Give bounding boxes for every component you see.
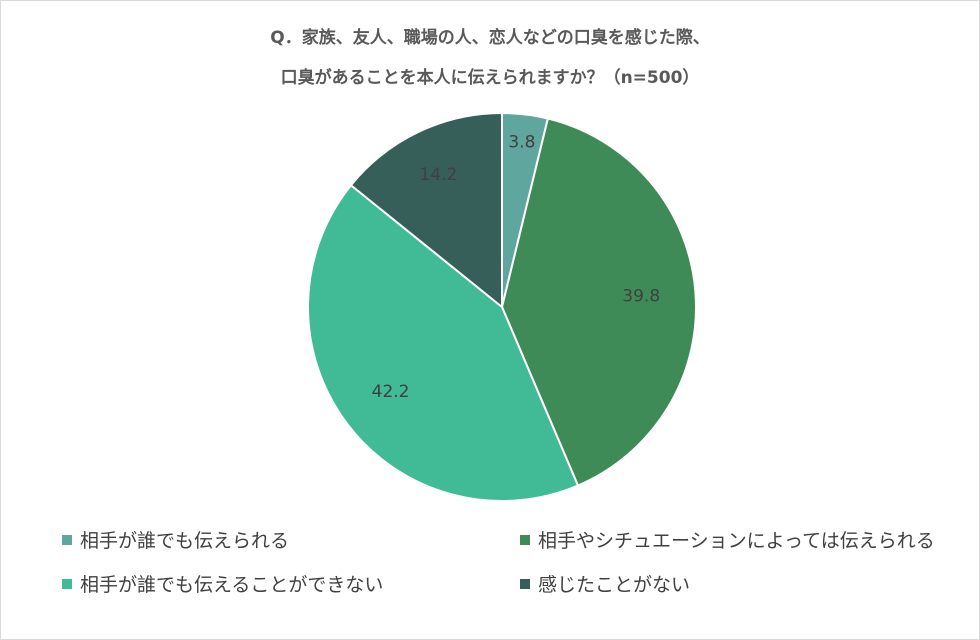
pie-slice-4 [349, 111, 503, 310]
legend-item-4: 感じたことがない [520, 570, 690, 597]
legend-swatch-4 [520, 578, 530, 589]
slice-value-label-4: 14.2 [419, 165, 457, 185]
pie-slice-3 [307, 183, 580, 502]
legend-label-1: 相手が誰でも伝えられる [80, 530, 290, 552]
legend-swatch-2 [520, 534, 530, 545]
legend-swatch-3 [62, 578, 72, 589]
legend-label-3: 相手が誰でも伝えることができない [80, 574, 384, 596]
slice-value-label-1: 3.8 [508, 132, 535, 152]
legend-swatch-1 [62, 534, 72, 545]
chart-title-line-2: 口臭があることを本人に伝えられますか？（n=500） [280, 68, 700, 88]
legend-label-4: 感じたことがない [538, 574, 691, 596]
legend-item-3: 相手が誰でも伝えることができない [62, 570, 383, 597]
legend-item-1: 相手が誰でも伝えられる [62, 526, 289, 553]
chart-title-line-1: Q．家族、友人、職場の人、恋人などの口臭を感じた際、 [270, 28, 710, 48]
legend-item-2: 相手やシチュエーションによっては伝えられる [520, 526, 935, 553]
slice-value-label-3: 42.2 [372, 382, 410, 402]
slice-value-label-2: 39.8 [622, 287, 660, 307]
chart-title: Q．家族、友人、職場の人、恋人などの口臭を感じた際、 口臭があることを本人に伝え… [0, 18, 980, 98]
legend-label-2: 相手やシチュエーションによっては伝えられる [538, 530, 935, 552]
pie-slice-2 [500, 117, 697, 487]
